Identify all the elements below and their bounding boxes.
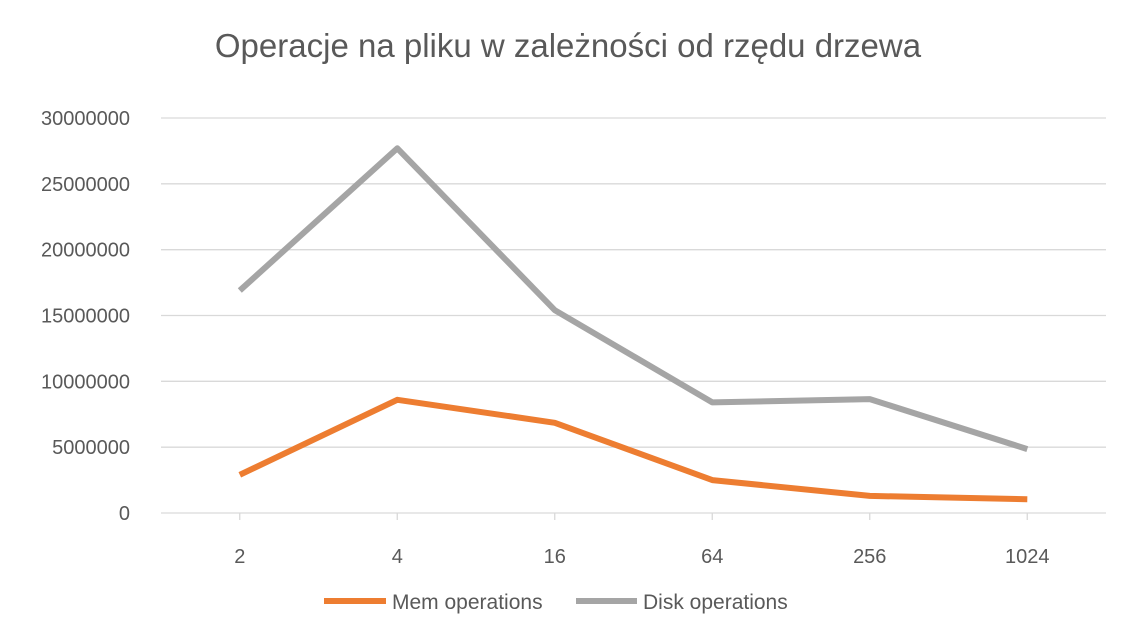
y-tick-label: 5000000: [52, 437, 130, 459]
x-tick-label: 256: [853, 546, 886, 568]
y-tick-label: 15000000: [41, 306, 130, 328]
x-tick-label: 1024: [1005, 546, 1050, 568]
x-axis: [161, 512, 1106, 520]
x-axis-tick-labels: 2 4 16 64 256 1024: [234, 546, 1049, 568]
gridlines: [161, 117, 1106, 448]
x-tick-label: 2: [234, 546, 245, 568]
series-lines: [237, 145, 1029, 503]
series-line-disk-operations: [237, 145, 1029, 452]
y-tick-label: 30000000: [41, 108, 130, 130]
legend: Mem operations Disk operations: [324, 591, 788, 614]
y-tick-label: 0: [119, 503, 130, 525]
x-tick-label: 4: [392, 546, 403, 568]
x-tick-label: 16: [544, 546, 566, 568]
y-tick-label: 25000000: [41, 174, 130, 196]
series-line-mem-operations: [238, 396, 1028, 503]
x-tick-label: 64: [701, 546, 723, 568]
y-tick-label: 20000000: [41, 240, 130, 262]
legend-label: Disk operations: [643, 591, 788, 614]
y-tick-label: 10000000: [41, 371, 130, 393]
chart-title: Operacje na pliku w zależności od rzędu …: [215, 27, 922, 64]
y-axis-tick-labels: 0 5000000 10000000 15000000 20000000 25000000…: [41, 108, 130, 525]
legend-label: Mem operations: [392, 591, 543, 614]
